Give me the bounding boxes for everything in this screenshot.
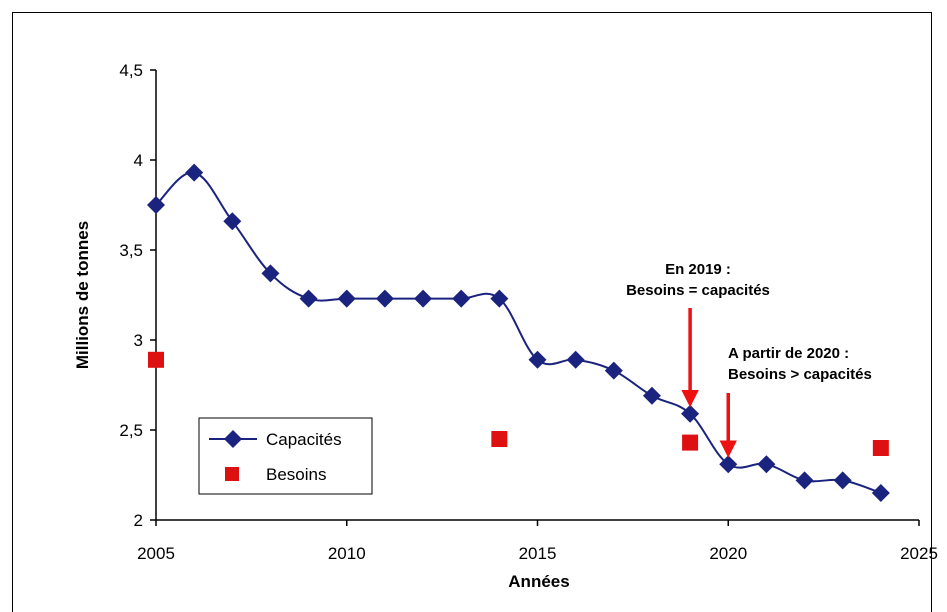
- y-tick-label: 3,5: [119, 241, 143, 260]
- capacites-point: [452, 289, 471, 308]
- capacites-point: [719, 455, 738, 474]
- capacites-point: [375, 289, 394, 308]
- capacites-point: [261, 264, 280, 283]
- besoins-point: [682, 434, 699, 451]
- annotation-2020-line1: A partir de 2020 :: [728, 345, 849, 362]
- capacites-point: [185, 163, 204, 182]
- x-axis-title: Années: [508, 572, 569, 591]
- besoins-point: [872, 440, 889, 456]
- capacites-point: [604, 361, 623, 380]
- legend-label-besoins: Besoins: [266, 465, 326, 484]
- x-tick-label: 2020: [709, 544, 747, 563]
- capacites-point: [223, 212, 242, 231]
- x-tick-label: 2010: [328, 544, 366, 563]
- x-ticks: 2005 2010 2015 2020 2025: [137, 520, 938, 563]
- capacites-point: [642, 386, 661, 405]
- x-tick-label: 2025: [900, 544, 938, 563]
- y-tick-label: 2: [134, 511, 143, 530]
- capacites-point: [681, 404, 700, 423]
- capacites-point: [795, 471, 814, 490]
- x-tick-label: 2005: [137, 544, 175, 563]
- capacites-point: [566, 350, 585, 369]
- capacites-point: [299, 289, 318, 308]
- y-axis-title: Millions de tonnes: [73, 221, 92, 369]
- capacites-point: [833, 471, 852, 490]
- capacites-point: [490, 289, 509, 308]
- series-layer: [147, 163, 890, 502]
- besoins-point: [148, 351, 164, 368]
- x-tick-label: 2015: [519, 544, 557, 563]
- y-tick-label: 2,5: [119, 421, 143, 440]
- legend-square-swatch: [225, 467, 239, 481]
- chart-frame: [12, 12, 932, 612]
- legend-box: [198, 417, 373, 495]
- annotation-2020-line2: Besoins > capacités: [728, 366, 872, 383]
- annotation-2019-line2: Besoins = capacités: [626, 282, 770, 299]
- legend-diamond-swatch: [224, 430, 242, 448]
- y-tick-label: 4: [134, 151, 143, 170]
- capacites-point: [871, 484, 890, 502]
- y-tick-label: 4,5: [119, 61, 143, 80]
- y-tick-label: 3: [134, 331, 143, 350]
- capacites-point: [414, 289, 433, 308]
- y-ticks: 2 2,5 3 3,5 4 4,5: [119, 61, 156, 530]
- capacites-point: [147, 196, 165, 214]
- legend-label-capacites: Capacités: [266, 430, 342, 449]
- annotations: En 2019 : Besoins = capacités A partir de …: [626, 261, 872, 458]
- annotation-2019-line1: En 2019 :: [665, 261, 731, 278]
- capacites-point: [757, 455, 776, 474]
- legend: Capacités Besoins: [198, 417, 373, 495]
- besoins-point: [491, 431, 508, 447]
- capacites-point: [528, 350, 547, 369]
- capacites-point: [337, 289, 356, 308]
